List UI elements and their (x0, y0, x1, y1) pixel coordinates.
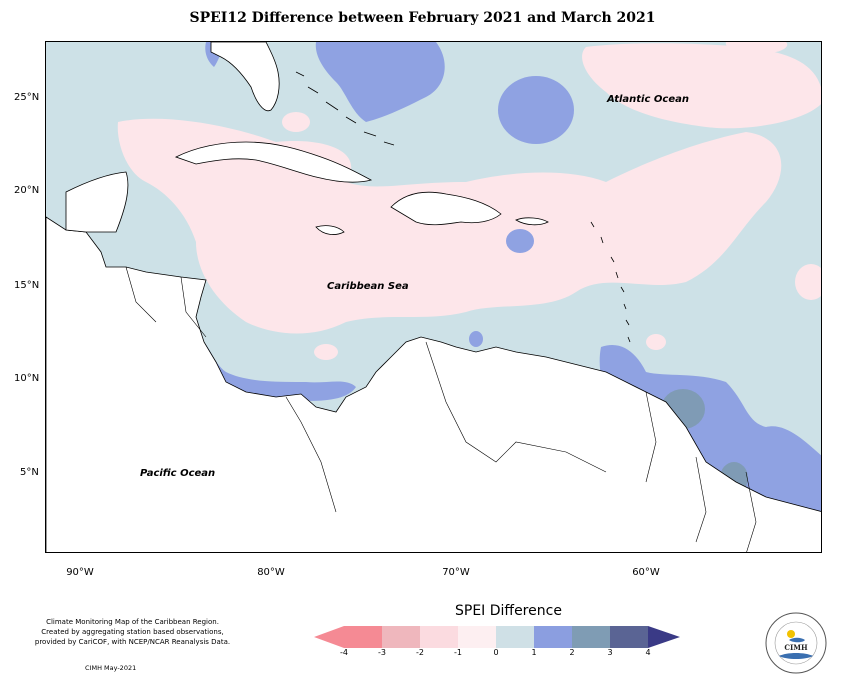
land-hispaniola (390, 191, 502, 226)
description-line: Created by aggregating station based obs… (41, 628, 224, 636)
x-tick-label: 90°W (66, 567, 94, 578)
legend-swatch (420, 626, 458, 648)
anomaly-negative-region (646, 334, 666, 350)
credit-text: CIMH May-2021 (85, 664, 137, 672)
anomaly-negative-region (582, 43, 821, 129)
land-lesser-antilles (590, 221, 631, 343)
land-puerto-rico (515, 217, 549, 226)
anomaly-negative-region (117, 118, 782, 334)
legend-swatch (648, 626, 680, 648)
anomaly-negative-region (549, 228, 573, 248)
legend-tick-label: -4 (340, 648, 348, 657)
legend-tick-label: 2 (569, 648, 575, 657)
x-tick-label: 80°W (257, 567, 285, 578)
legend-tick-label: 1 (531, 648, 537, 657)
legend-tick-label: 4 (645, 648, 651, 657)
anomaly-positive-region (469, 331, 483, 347)
anomaly-negative-region (314, 344, 338, 360)
caribbean-sea-label: Caribbean Sea (327, 281, 409, 292)
description-line: provided by CariCOF, with NCEP/NCAR Rean… (34, 638, 231, 646)
land-central-america (46, 216, 821, 552)
legend-swatch (458, 626, 496, 648)
cimh-logo: CIMH (765, 612, 827, 674)
pacific-ocean-label: Pacific Ocean (140, 468, 216, 479)
anomaly-positive-region (315, 42, 445, 122)
legend-tick-label: -3 (378, 648, 386, 657)
map-description: Climate Monitoring Map of the Caribbean … (30, 617, 235, 647)
anomaly-negative-region (725, 42, 788, 54)
legend-swatch (382, 626, 420, 648)
legend-colorbar (314, 626, 680, 648)
anomaly-positive-region (196, 339, 356, 401)
map-title: SPEI12 Difference between February 2021 … (189, 10, 656, 26)
legend-swatch (496, 626, 534, 648)
land-borders (125, 266, 757, 552)
land-jamaica (315, 225, 345, 235)
anomaly-positive-region (506, 229, 534, 253)
map-canvas: Atlantic Ocean Caribbean Sea Pacific Oce… (45, 41, 822, 553)
x-tick-label: 70°W (442, 567, 470, 578)
legend-tick-label: 0 (493, 648, 499, 657)
y-tick-label: 20°N (14, 185, 40, 196)
anomaly-positive-region (498, 76, 574, 144)
legend-tick-label: -1 (454, 648, 462, 657)
y-tick-label: 5°N (20, 467, 39, 478)
land-cuba (174, 141, 373, 183)
legend-title: SPEI Difference (455, 603, 562, 619)
x-tick-label: 60°W (632, 567, 660, 578)
legend-swatch (534, 626, 572, 648)
anomaly-negative-region (282, 112, 310, 132)
y-tick-label: 10°N (14, 373, 40, 384)
anomaly-negative-region (795, 264, 821, 300)
land-yucatan (65, 171, 129, 233)
land-bahamas (295, 71, 395, 146)
land-florida (210, 42, 280, 112)
legend-tick-label: -2 (416, 648, 424, 657)
y-tick-label: 15°N (14, 280, 40, 291)
legend-tick-label: 3 (607, 648, 613, 657)
y-tick-label: 25°N (14, 92, 40, 103)
legend-swatch (344, 626, 382, 648)
description-line: Climate Monitoring Map of the Caribbean … (46, 618, 219, 626)
legend-swatch (572, 626, 610, 648)
legend-swatch (610, 626, 648, 648)
legend-swatch (314, 626, 344, 648)
map-svg (46, 42, 821, 552)
atlantic-ocean-label: Atlantic Ocean (607, 94, 689, 105)
logo-text: CIMH (784, 643, 808, 652)
